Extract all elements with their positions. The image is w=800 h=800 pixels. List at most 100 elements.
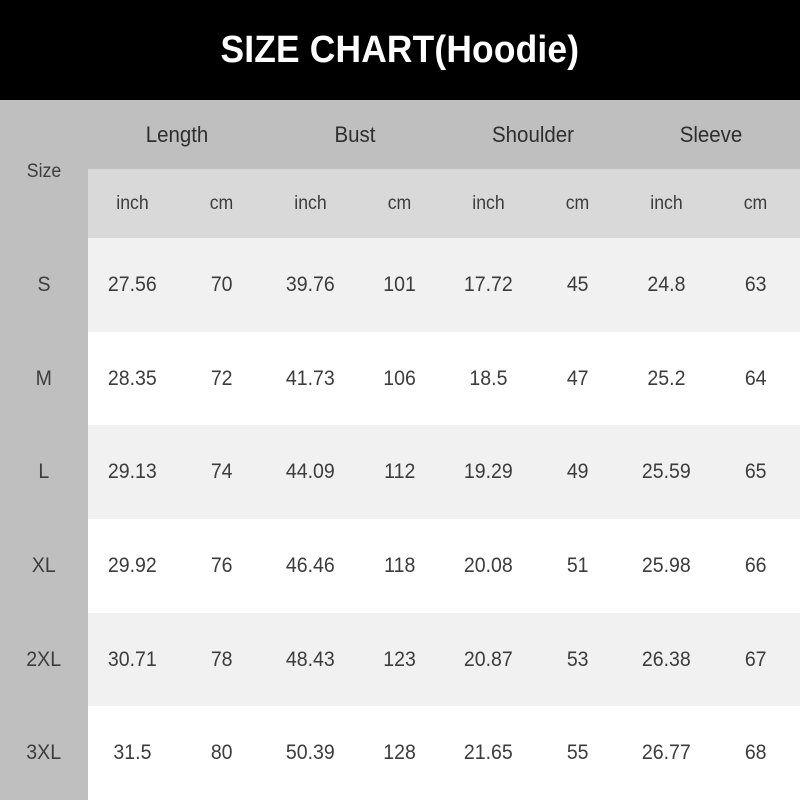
size-table-body: S 27.56 70 39.76 101 17.72 45 24.8 63 M 28.35 72 41.… [0,238,800,800]
table-cell: 45 [533,238,622,332]
row-size-text: L [38,460,50,484]
table-cell-text: 101 [383,272,416,296]
row-size-text: 2XL [26,647,62,671]
unit-header-shoulder-inch: inch [472,192,505,214]
table-cell-text: 65 [744,460,767,484]
table-cell: 25.2 [622,332,711,426]
table-cell: 25.98 [622,519,711,613]
table-cell-text: 106 [383,366,416,390]
row-values: 30.71 78 48.43 123 20.87 53 26.38 67 [88,613,800,707]
table-cell-text: 25.59 [642,460,691,484]
page-title: SIZE CHART(Hoodie) [220,28,580,71]
table-cell: 44.09 [266,425,355,519]
table-cell-text: 123 [383,647,416,671]
table-cell: 106 [355,332,444,426]
table-row: 3XL 31.5 80 50.39 128 21.65 55 26.77 68 [0,706,800,800]
row-size-label: 2XL [0,612,88,707]
table-cell: 68 [711,706,800,800]
table-cell: 128 [355,706,444,800]
table-cell-text: 50.39 [286,741,335,765]
table-cell: 17.72 [444,238,533,332]
table-row: 2XL 30.71 78 48.43 123 20.87 53 26.38 67 [0,612,800,707]
table-cell-text: 29.13 [108,460,157,484]
table-cell: 78 [177,613,266,707]
table-cell-text: 80 [210,741,233,765]
row-size-label: S [0,238,88,332]
row-size-text: M [35,366,53,390]
table-cell-text: 74 [210,460,233,484]
table-cell: 31.5 [88,706,177,800]
table-cell: 66 [711,519,800,613]
table-cell: 80 [177,706,266,800]
table-row: S 27.56 70 39.76 101 17.72 45 24.8 63 [0,238,800,332]
table-cell: 29.13 [88,425,177,519]
table-row: L 29.13 74 44.09 112 19.29 49 25.59 65 [0,425,800,520]
table-cell-text: 72 [210,366,233,390]
table-cell-text: 21.65 [464,741,513,765]
table-cell: 64 [711,332,800,426]
row-size-text: XL [32,553,56,577]
row-size-label: M [0,331,88,426]
table-cell-text: 44.09 [286,460,335,484]
table-cell-text: 25.98 [642,553,691,577]
size-column-header: Size [26,161,62,182]
table-cell: 50.39 [266,706,355,800]
unit-header-shoulder-cm: cm [565,192,590,214]
unit-header-length-cm: cm [209,192,234,214]
table-cell: 70 [177,238,266,332]
table-cell: 27.56 [88,238,177,332]
table-cell-text: 18.5 [469,366,508,390]
table-cell-text: 53 [566,647,589,671]
table-cell: 112 [355,425,444,519]
unit-header-length-inch: inch [116,192,149,214]
table-cell: 20.08 [444,519,533,613]
row-size-label: L [0,425,88,520]
table-cell: 24.8 [622,238,711,332]
table-cell: 39.76 [266,238,355,332]
group-header-shoulder: Shoulder [492,121,574,147]
table-cell-text: 55 [566,741,589,765]
table-row: M 28.35 72 41.73 106 18.5 47 25.2 64 [0,331,800,426]
table-cell-text: 63 [744,272,767,296]
table-cell: 48.43 [266,613,355,707]
row-values: 29.92 76 46.46 118 20.08 51 25.98 66 [88,519,800,613]
measurement-group-header-row: Length Bust Shoulder Sleeve [88,100,800,169]
table-cell-text: 46.46 [286,553,335,577]
row-values: 31.5 80 50.39 128 21.65 55 26.77 68 [88,706,800,800]
table-cell-text: 47 [566,366,589,390]
table-cell-text: 68 [744,741,767,765]
table-cell-text: 20.08 [464,553,513,577]
table-cell: 21.65 [444,706,533,800]
table-cell: 29.92 [88,519,177,613]
table-cell-text: 26.38 [642,647,691,671]
table-cell: 74 [177,425,266,519]
table-cell-text: 20.87 [464,647,513,671]
unit-header-sleeve-inch: inch [650,192,683,214]
table-cell: 46.46 [266,519,355,613]
table-cell: 18.5 [444,332,533,426]
table-cell-text: 49 [566,460,589,484]
table-cell-text: 29.92 [108,553,157,577]
group-header-bust: Bust [334,121,376,147]
table-cell: 49 [533,425,622,519]
group-header-sleeve: Sleeve [679,121,743,147]
table-cell-text: 66 [744,553,767,577]
unit-header-bust-cm: cm [387,192,412,214]
table-cell: 101 [355,238,444,332]
table-cell: 41.73 [266,332,355,426]
table-cell: 76 [177,519,266,613]
table-cell-text: 17.72 [464,272,513,296]
table-cell: 53 [533,613,622,707]
table-cell-text: 128 [383,741,416,765]
row-values: 29.13 74 44.09 112 19.29 49 25.59 65 [88,425,800,519]
table-cell-text: 67 [744,647,767,671]
table-cell-text: 28.35 [108,366,157,390]
table-cell: 26.38 [622,613,711,707]
table-cell-text: 78 [210,647,233,671]
unit-header-bust-inch: inch [294,192,327,214]
table-cell: 26.77 [622,706,711,800]
table-cell-text: 48.43 [286,647,335,671]
table-cell-text: 31.5 [113,741,152,765]
table-cell: 65 [711,425,800,519]
